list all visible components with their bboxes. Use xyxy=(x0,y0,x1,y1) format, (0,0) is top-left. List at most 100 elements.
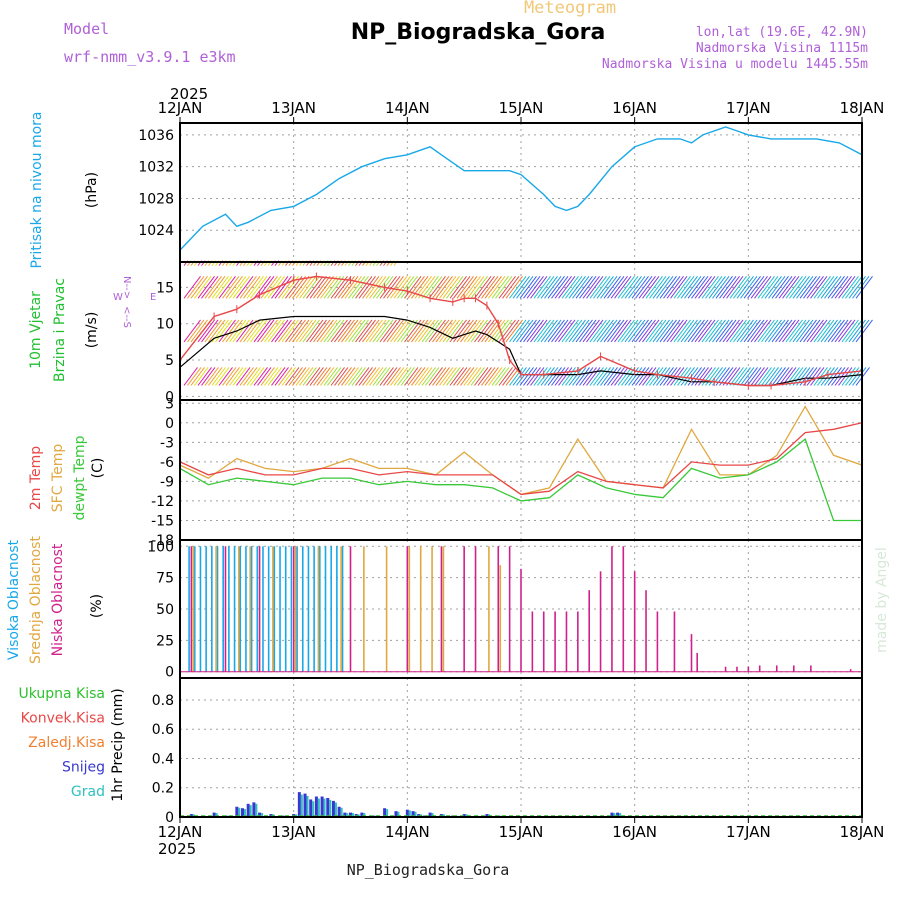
wind-barb xyxy=(271,276,289,299)
wind-barb xyxy=(848,319,866,343)
wind-barb xyxy=(722,276,740,299)
wind-barb xyxy=(635,319,653,343)
wind-barb xyxy=(638,276,656,299)
wind-barb xyxy=(393,367,408,386)
precip-axis-label: 1hr Precip (mm) xyxy=(110,688,126,801)
wind-barb xyxy=(337,367,352,386)
precip-bar-snow xyxy=(303,793,307,817)
wind-barb xyxy=(810,319,828,343)
wind-barb xyxy=(789,319,807,343)
y-tick-label: -15 xyxy=(151,513,174,529)
wind-barb xyxy=(477,276,495,299)
precip-bar-snow xyxy=(485,814,489,817)
wind-barb xyxy=(390,319,408,343)
wind-barb xyxy=(414,367,429,386)
wind-barb xyxy=(680,276,698,299)
wind-barb xyxy=(831,276,849,299)
wind-barb xyxy=(285,367,300,386)
y-tick-label: 0 xyxy=(165,810,174,826)
wind-barb xyxy=(460,276,478,299)
wind-barb xyxy=(838,319,856,343)
precip-bar-snow xyxy=(360,812,364,817)
wind-barb xyxy=(610,276,628,299)
y-tick-label: 50 xyxy=(156,602,174,618)
chart-title: NP_Biogradska_Gora xyxy=(350,20,606,45)
wind-barb xyxy=(239,276,257,299)
wind-barb xyxy=(341,276,359,299)
wind-barb xyxy=(456,319,474,343)
wind-direction-e: E xyxy=(150,292,156,303)
wind-barb xyxy=(673,276,691,299)
y-tick-label: 0 xyxy=(165,416,174,432)
wind-barb xyxy=(782,276,800,299)
x-tick-label-bottom: 14JAN xyxy=(385,823,430,841)
wind-barb xyxy=(292,276,310,299)
wind-barb xyxy=(190,276,208,299)
wind-barb xyxy=(610,319,628,343)
year-label-top: 2025 xyxy=(170,85,208,103)
wind-barb xyxy=(733,276,751,299)
wind-barb xyxy=(558,276,576,299)
wind-barb xyxy=(201,276,219,299)
wind-barb xyxy=(309,319,327,343)
wind-barb xyxy=(561,276,579,299)
wind-barb xyxy=(428,367,443,386)
wind-barb xyxy=(803,319,821,343)
wind-barb xyxy=(365,276,383,299)
wind-barb xyxy=(250,276,268,299)
wind-barb xyxy=(533,367,548,386)
wind-barb xyxy=(750,276,768,299)
precip-bar-graupel xyxy=(346,813,349,817)
wind-barb xyxy=(848,276,866,299)
wind-barb xyxy=(575,319,593,343)
wind-barb xyxy=(701,367,716,386)
wind-barb xyxy=(236,276,254,299)
wind-barb xyxy=(246,276,264,299)
model-elevation: Nadmorska Visina u modelu 1445.55m xyxy=(601,57,868,72)
wind-barb xyxy=(670,319,688,343)
precip-bar-graupel xyxy=(613,813,616,817)
wind-barb xyxy=(327,319,345,343)
wind-barb xyxy=(418,319,436,343)
wind-barb xyxy=(813,276,831,299)
wind-barb xyxy=(204,276,222,299)
wind-barb xyxy=(386,276,404,299)
wind-barb xyxy=(421,276,439,299)
wind-barb xyxy=(348,319,366,343)
wind-barb xyxy=(852,367,867,386)
wind-barb xyxy=(299,276,317,299)
wind-barb xyxy=(288,276,306,299)
wind-barb xyxy=(498,276,516,299)
wind-barb xyxy=(575,367,590,386)
wind-barb xyxy=(813,319,831,343)
wind-barb xyxy=(663,276,681,299)
wind-barb xyxy=(568,367,583,386)
wind-barb xyxy=(257,367,272,386)
wind-barb xyxy=(743,319,761,343)
wind-barb xyxy=(355,367,370,386)
wind-barb xyxy=(554,319,572,343)
wind-barb xyxy=(488,276,506,299)
wind-barb xyxy=(327,367,342,386)
wind-barb xyxy=(684,276,702,299)
wind-barb xyxy=(456,367,471,386)
wind-barb xyxy=(705,367,720,386)
wind-barb xyxy=(481,276,499,299)
precip-bar-graupel xyxy=(261,813,264,817)
wind-barb xyxy=(197,367,212,386)
wind-barb xyxy=(362,319,380,343)
wind-barb xyxy=(418,367,433,386)
wind-barb xyxy=(309,367,324,386)
wind-barb xyxy=(701,319,719,343)
wind-barb xyxy=(806,276,824,299)
wind-barb xyxy=(806,367,821,386)
precip-bar-graupel xyxy=(397,811,400,817)
y-tick-label: 0 xyxy=(165,389,174,405)
wind-barb xyxy=(799,319,817,343)
year-label-bottom: 2025 xyxy=(158,840,196,858)
y-tick-label: 0 xyxy=(165,665,174,681)
wind-barb xyxy=(806,319,824,343)
wind-barb xyxy=(218,367,233,386)
wind-barb xyxy=(652,367,667,386)
wind-barb xyxy=(757,367,772,386)
